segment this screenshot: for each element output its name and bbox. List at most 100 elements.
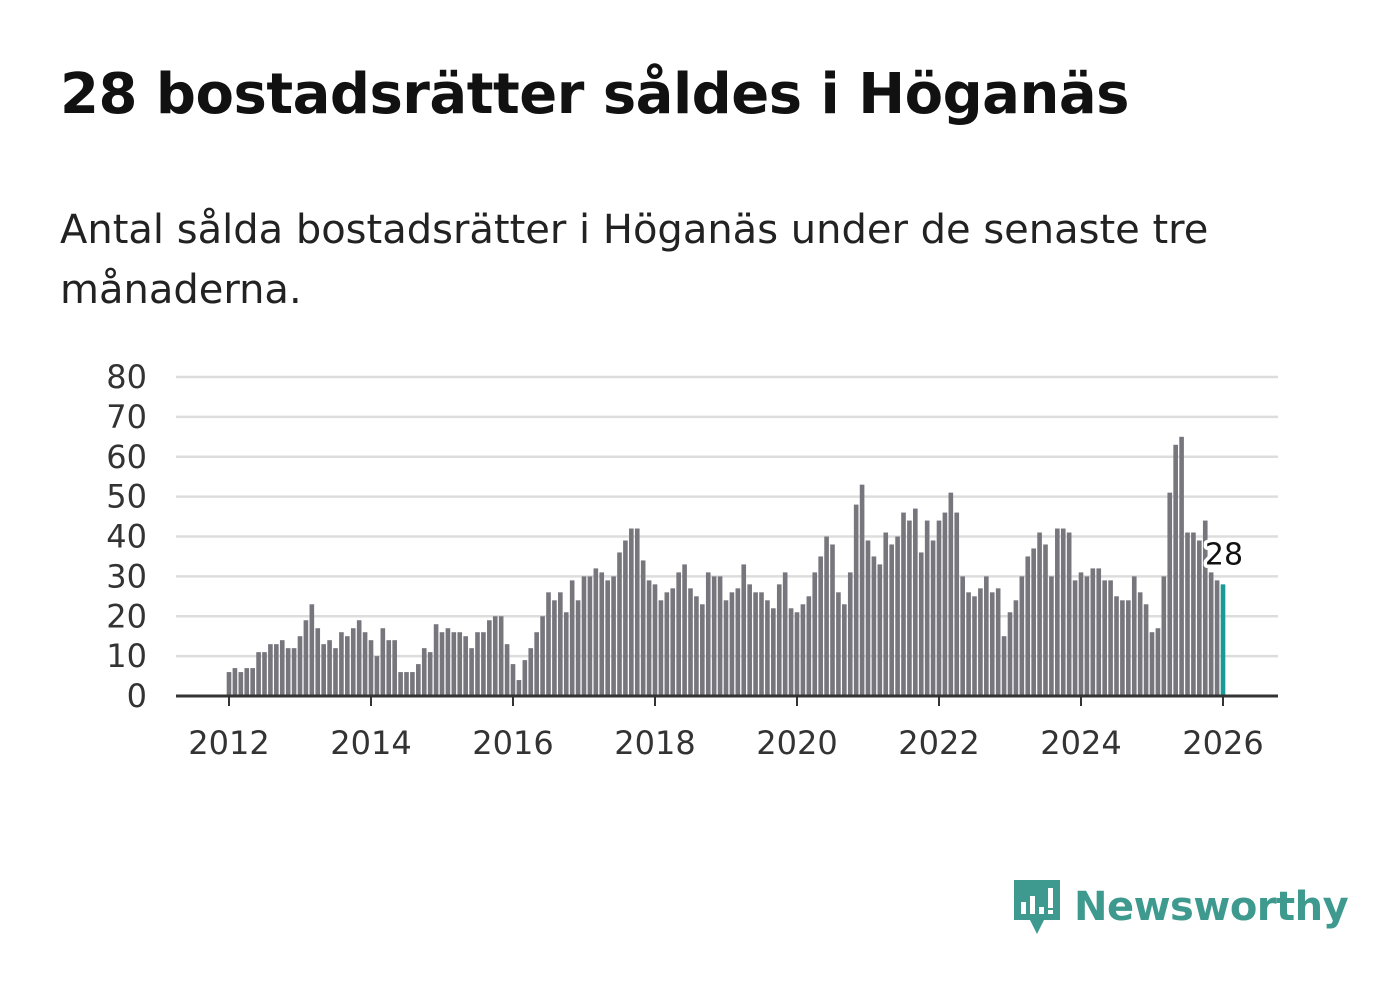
bar xyxy=(1167,492,1173,696)
x-tick-label: 2016 xyxy=(472,724,553,762)
bar xyxy=(989,592,995,696)
bar xyxy=(652,584,658,696)
bar xyxy=(1037,532,1042,696)
bar xyxy=(380,628,386,696)
bar xyxy=(386,640,392,696)
bar xyxy=(469,648,474,696)
bar xyxy=(948,492,954,696)
bar xyxy=(877,564,883,696)
bar xyxy=(960,576,965,696)
bar xyxy=(1131,576,1137,696)
bar xyxy=(410,672,415,696)
bar xyxy=(504,644,510,696)
bar xyxy=(1191,532,1196,696)
bar xyxy=(1149,632,1155,696)
newsworthy-chart-icon xyxy=(1014,880,1060,934)
bar xyxy=(1060,528,1066,696)
bar xyxy=(1096,568,1102,696)
bar xyxy=(836,592,841,696)
y-tick-label: 20 xyxy=(106,597,147,635)
bar xyxy=(274,644,279,696)
bar xyxy=(226,672,232,696)
bar xyxy=(646,580,652,696)
bar xyxy=(339,632,344,696)
bar xyxy=(694,596,699,696)
bar xyxy=(593,568,599,696)
bar xyxy=(907,520,912,696)
bar xyxy=(623,540,628,696)
x-tick-label: 2022 xyxy=(898,724,979,762)
bar xyxy=(1202,520,1208,696)
bar xyxy=(433,624,439,696)
bar xyxy=(552,600,557,696)
bar xyxy=(995,588,1001,696)
brand-name: Newsworthy xyxy=(1074,884,1349,930)
bar xyxy=(1179,436,1184,696)
bar xyxy=(540,616,545,696)
bar xyxy=(528,648,534,696)
bar xyxy=(1066,532,1072,696)
y-tick-label: 50 xyxy=(106,478,147,516)
x-tick-label: 2020 xyxy=(756,724,837,762)
bar xyxy=(1108,580,1113,696)
chart-title: 28 bostadsrätter såldes i Höganäs xyxy=(60,62,1129,127)
bar xyxy=(581,576,587,696)
bar xyxy=(978,588,983,696)
bar xyxy=(1126,600,1131,696)
bar xyxy=(333,648,338,696)
bar xyxy=(1102,580,1107,696)
bar xyxy=(859,484,865,696)
bar xyxy=(824,536,829,696)
bar xyxy=(439,632,445,696)
bar-highlight xyxy=(1220,584,1226,696)
x-tick-label: 2014 xyxy=(330,724,411,762)
bar xyxy=(605,580,610,696)
bar xyxy=(238,672,244,696)
bar xyxy=(1025,556,1031,696)
bar xyxy=(522,660,528,696)
bar xyxy=(321,644,326,696)
bar xyxy=(569,580,575,696)
bar xyxy=(913,508,918,696)
bar xyxy=(753,592,758,696)
y-tick-label: 80 xyxy=(106,358,147,396)
bar xyxy=(729,592,735,696)
bar xyxy=(1197,540,1202,696)
bar xyxy=(1043,544,1048,696)
bar xyxy=(463,636,468,696)
bar xyxy=(487,620,492,696)
bar xyxy=(374,656,380,696)
bar xyxy=(782,572,788,696)
bar xyxy=(1173,444,1178,696)
highlight-value-label: 28 xyxy=(1205,537,1243,572)
bar xyxy=(1114,596,1119,696)
bar xyxy=(800,604,806,696)
x-tick-label: 2024 xyxy=(1040,724,1121,762)
bar xyxy=(842,604,847,696)
bar xyxy=(1078,572,1084,696)
bar xyxy=(747,584,752,696)
bar xyxy=(705,572,711,696)
bar xyxy=(711,576,717,696)
y-tick-label: 0 xyxy=(127,677,147,715)
bar xyxy=(510,664,516,696)
bar xyxy=(368,640,374,696)
bar xyxy=(232,668,238,696)
bar xyxy=(788,608,794,696)
bar xyxy=(481,632,486,696)
bar xyxy=(1214,580,1220,696)
bar xyxy=(1143,604,1149,696)
bar xyxy=(262,652,267,696)
bar xyxy=(972,596,977,696)
bar xyxy=(670,588,676,696)
bar xyxy=(451,632,457,696)
bar xyxy=(901,512,906,696)
bar xyxy=(883,532,889,696)
bar xyxy=(475,632,480,696)
bar xyxy=(392,640,397,696)
bar xyxy=(303,620,309,696)
y-tick-label: 60 xyxy=(106,438,147,476)
bar xyxy=(617,552,622,696)
bar xyxy=(1137,592,1143,696)
bar xyxy=(812,572,818,696)
